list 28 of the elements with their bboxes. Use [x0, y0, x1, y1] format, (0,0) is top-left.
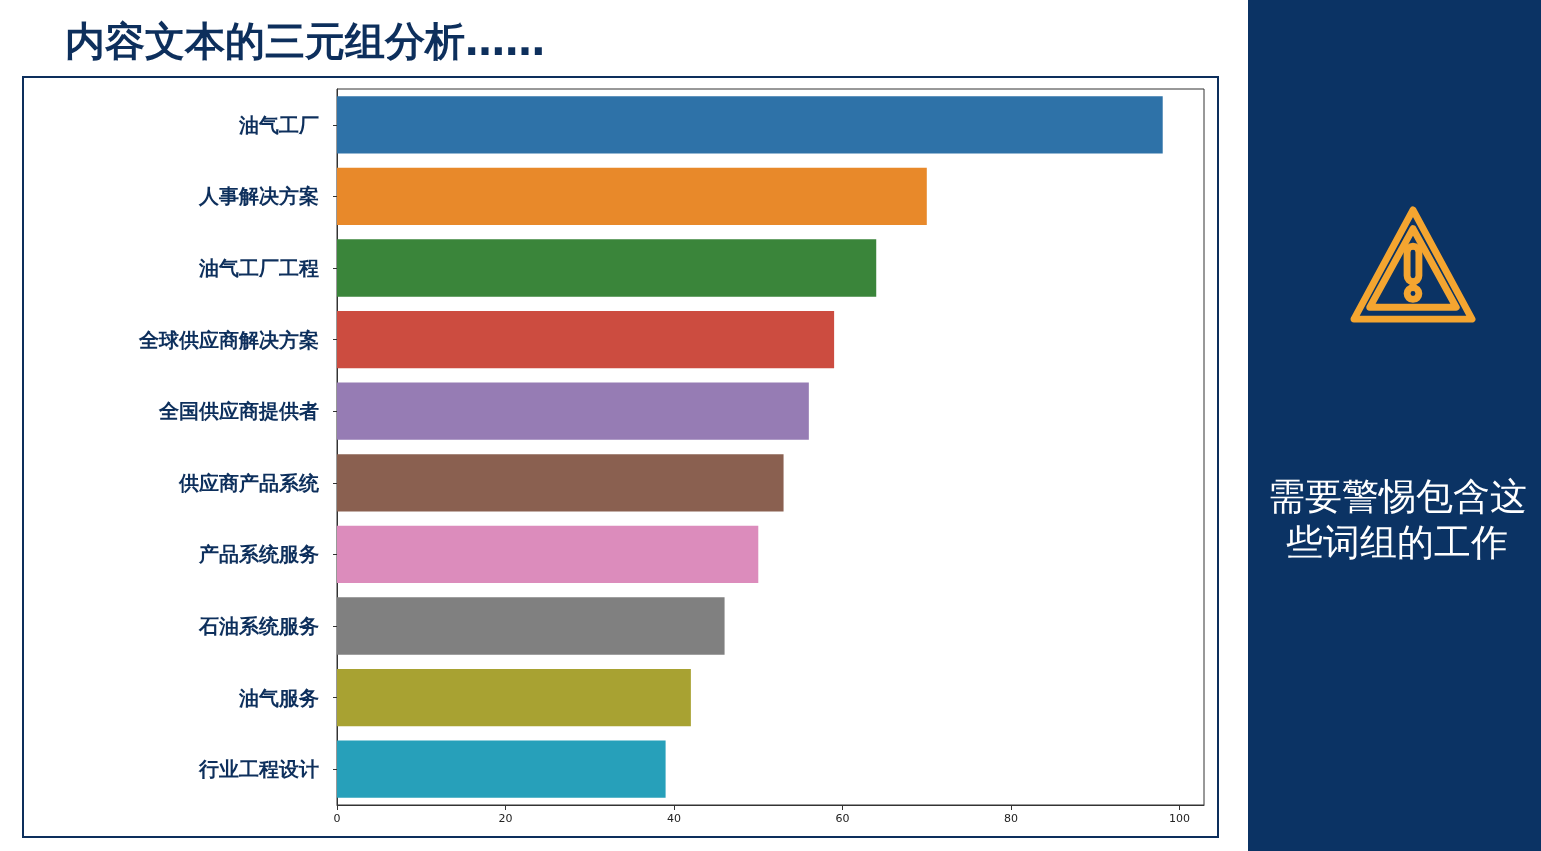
y-tick-label: 产品系统服务	[198, 542, 319, 567]
y-tick-label: 油气服务	[238, 685, 319, 710]
y-tick-label: 供应商产品系统	[178, 470, 320, 495]
x-tick-label: 60	[835, 812, 850, 825]
bar	[337, 597, 725, 655]
bar	[337, 167, 927, 226]
bar	[337, 239, 877, 297]
y-tick-label: 全国供应商提供者	[158, 399, 319, 424]
x-tick-label: 0	[333, 812, 341, 825]
bar	[337, 454, 784, 512]
y-tick-label: 石油系统服务	[198, 614, 319, 638]
text: 需要警惕包含这些词组的工作	[1266, 474, 1528, 566]
bar	[337, 740, 666, 798]
x-tick-label: 40	[667, 812, 682, 825]
y-tick-label: 全球供应商解决方案	[138, 327, 319, 352]
x-tick-label: 100	[1169, 812, 1191, 825]
bar	[337, 96, 1163, 154]
y-tick-label: 人事解决方案	[198, 184, 319, 209]
x-tick-label: 20	[498, 812, 513, 825]
y-tick-label: 油气工厂工程	[198, 256, 319, 280]
bar	[337, 382, 809, 440]
bar	[337, 525, 759, 584]
chart-title: 内容文本的三元组分析……	[65, 18, 545, 64]
bar	[337, 310, 835, 369]
x-tick-label: 80	[1004, 812, 1019, 825]
bar	[337, 668, 691, 727]
y-tick-label: 行业工程设计	[198, 757, 319, 782]
y-tick-label: 油气工厂	[238, 112, 319, 137]
